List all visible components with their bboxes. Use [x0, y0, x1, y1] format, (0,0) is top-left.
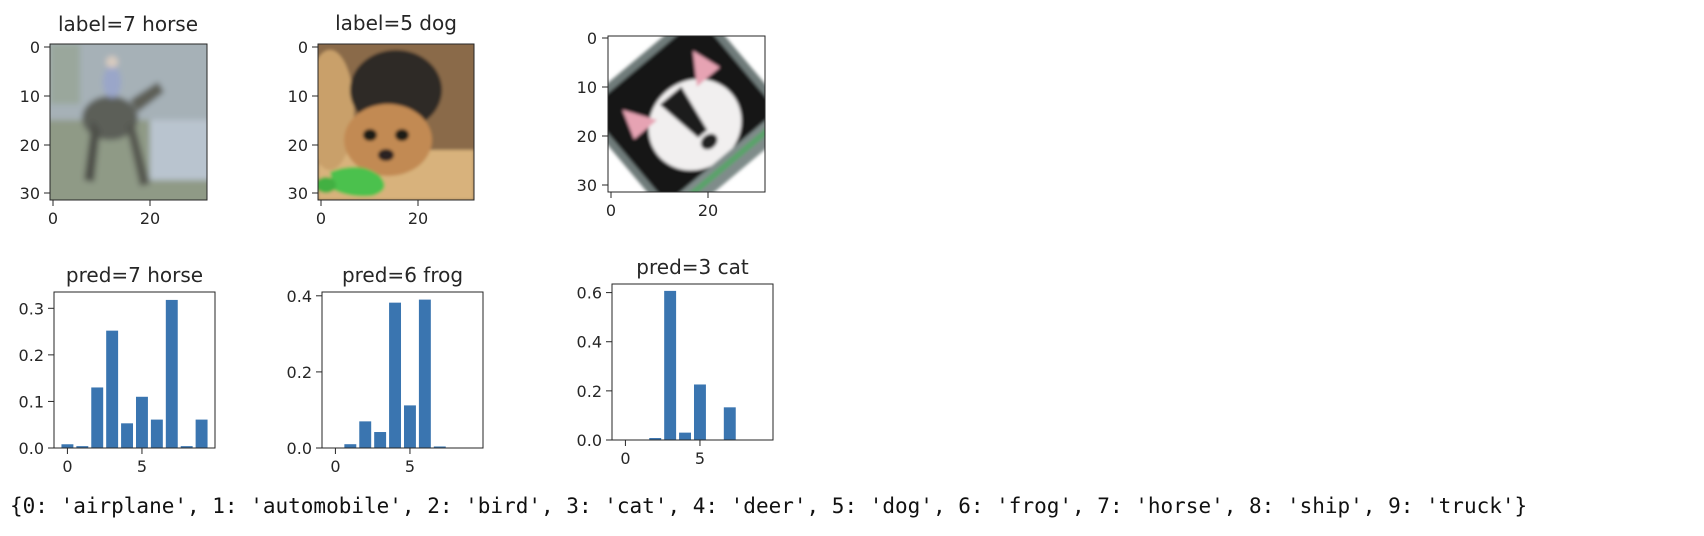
- bar-class-9: [195, 419, 208, 448]
- x-tick-label: 0: [48, 209, 58, 228]
- x-tick-label: 0: [62, 457, 72, 476]
- x-tick-label: 0: [606, 201, 616, 220]
- bar-class-7: [723, 407, 736, 440]
- x-tick-label: 20: [698, 201, 718, 220]
- x-tick-label: 20: [140, 209, 160, 228]
- y-tick-label: 0.3: [19, 299, 44, 318]
- bar-class-5: [135, 396, 148, 448]
- bar-class-2: [91, 387, 104, 448]
- y-tick-label: 0.2: [19, 346, 44, 365]
- bar-class-5: [693, 384, 706, 440]
- y-tick-label: 0.4: [577, 333, 602, 352]
- image-title-1: label=7 horse: [58, 12, 198, 36]
- dog-image: [318, 44, 474, 200]
- x-tick-label: 5: [405, 457, 415, 476]
- x-tick-label: 0: [330, 457, 340, 476]
- plot-frame: [611, 283, 774, 441]
- image-title-2: label=5 dog: [335, 11, 457, 35]
- x-tick-label: 5: [695, 449, 705, 468]
- cat-image: [608, 36, 765, 192]
- y-tick-label: 30: [288, 184, 308, 203]
- horse-image: [50, 44, 207, 200]
- y-tick-label: 0: [298, 38, 308, 57]
- bar-class-3: [374, 432, 387, 448]
- y-tick-label: 10: [288, 87, 308, 106]
- y-tick-label: 0: [30, 38, 40, 57]
- x-tick-label: 20: [408, 209, 428, 228]
- y-tick-label: 0: [587, 29, 597, 48]
- image-panel-horse: label=7 horse 0 10 20 30 0: [20, 12, 208, 228]
- class-dict-output: {0: 'airplane', 1: 'automobile', 2: 'bir…: [10, 494, 1528, 518]
- y-tick-label: 0.2: [577, 382, 602, 401]
- figure: label=7 horse 0 10 20 30 0: [19, 11, 774, 476]
- y-tick-label: 30: [577, 176, 597, 195]
- bar-class-4: [121, 423, 134, 448]
- y-tick-label: 10: [20, 87, 40, 106]
- bar-class-4: [679, 432, 692, 440]
- bar-class-2: [649, 438, 662, 440]
- y-tick-label: 0.0: [287, 439, 312, 458]
- y-tick-label: 20: [288, 136, 308, 155]
- x-tick-label: 0: [620, 449, 630, 468]
- image-panel-cat: 0 10 20 30 0 20: [577, 29, 766, 220]
- bar-class-8: [180, 446, 193, 448]
- x-tick-label: 0: [316, 209, 326, 228]
- chart-title: pred=6 frog: [342, 263, 463, 287]
- chart-title: pred=7 horse: [66, 263, 203, 287]
- bar-chart-pred-cat: pred=3 cat 0.0 0.2 0.4 0.6 0 5: [577, 255, 774, 468]
- y-tick-label: 20: [20, 136, 40, 155]
- x-tick-label: 5: [137, 457, 147, 476]
- bar-class-6: [150, 419, 163, 448]
- chart-title: pred=3 cat: [636, 255, 749, 279]
- bar-class-5: [403, 405, 416, 448]
- bar-chart-pred-horse: pred=7 horse 0.0 0.1 0.2 0.3 0 5: [19, 263, 216, 476]
- y-tick-label: 30: [20, 184, 40, 203]
- bar-class-7: [433, 446, 446, 448]
- bar-class-3: [106, 330, 119, 448]
- y-tick-label: 10: [577, 78, 597, 97]
- image-panel-dog: label=5 dog 0 10 20 30 0 20: [288, 11, 475, 228]
- y-tick-label: 0.0: [19, 439, 44, 458]
- bar-class-6: [418, 299, 431, 448]
- bar-class-0: [61, 444, 74, 448]
- bar-class-3: [664, 290, 677, 440]
- bar-class-4: [389, 302, 402, 448]
- bar-class-7: [165, 299, 178, 448]
- bar-class-1: [344, 444, 357, 448]
- y-tick-label: 0.1: [19, 392, 44, 411]
- bar-chart-pred-frog: pred=6 frog 0.0 0.2 0.4 0 5: [287, 263, 484, 476]
- y-tick-label: 0.2: [287, 363, 312, 382]
- y-tick-label: 20: [577, 127, 597, 146]
- plot-frame: [53, 291, 216, 449]
- y-tick-label: 0.4: [287, 287, 312, 306]
- bar-class-1: [76, 446, 89, 448]
- plot-frame: [321, 291, 484, 449]
- bar-class-2: [359, 421, 372, 448]
- y-tick-label: 0.0: [577, 431, 602, 450]
- y-tick-label: 0.6: [577, 284, 602, 303]
